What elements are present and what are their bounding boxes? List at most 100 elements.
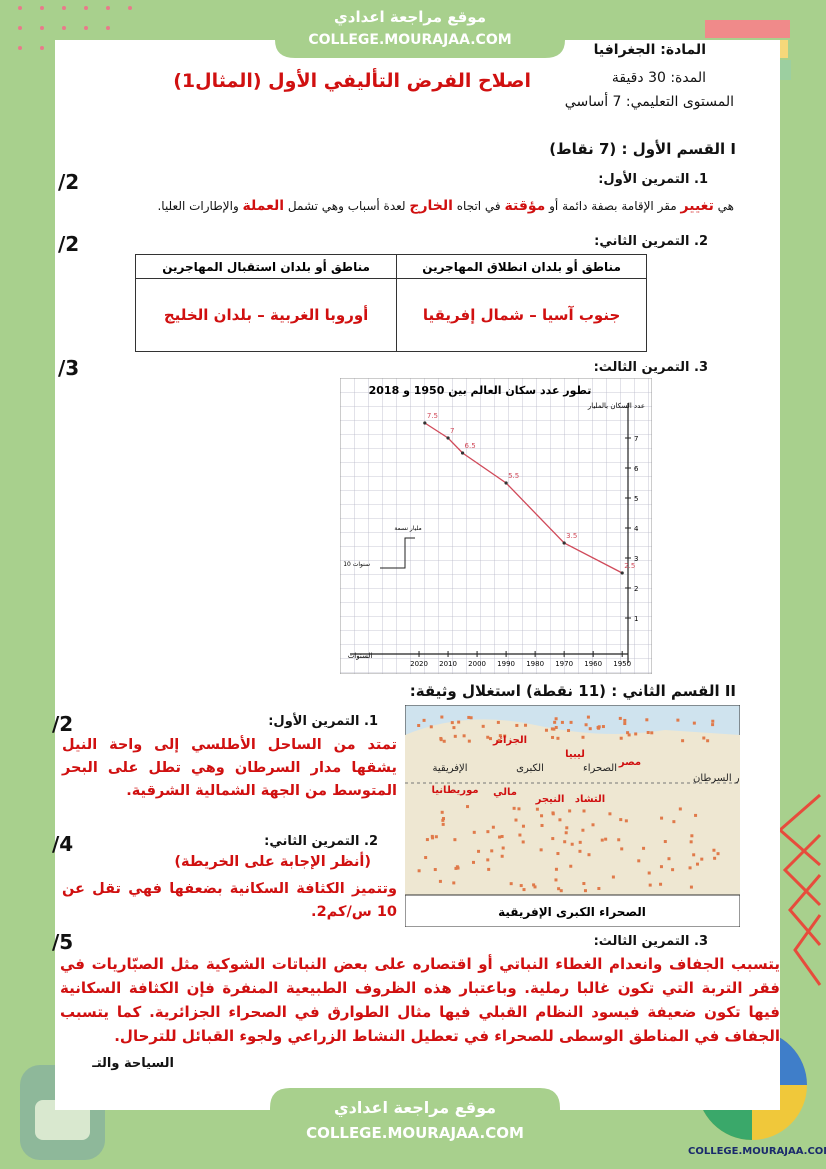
population-dot	[688, 866, 692, 870]
data-point	[460, 451, 465, 455]
population-dot	[515, 723, 519, 727]
answer-text: في اتجاه	[452, 199, 505, 213]
population-dot	[586, 715, 590, 719]
doc-title: اصلاح الفرض التأليفي الأول (المثال1)	[173, 70, 531, 92]
population-dot	[522, 888, 526, 892]
population-dot	[556, 736, 560, 740]
population-dot	[442, 739, 446, 743]
map-label: الصحراء	[583, 763, 617, 774]
population-dot	[713, 856, 717, 860]
y-tick-label: 5	[634, 495, 638, 503]
population-dot	[462, 734, 466, 738]
population-dot	[540, 823, 544, 827]
population-dot	[570, 842, 574, 846]
population-dot	[550, 727, 554, 731]
population-dot	[711, 723, 715, 727]
answer-text: مقر الإقامة بصفة دائمة أو	[545, 199, 681, 213]
data-point	[562, 541, 566, 545]
population-dot	[650, 731, 654, 735]
population-dot	[554, 878, 558, 882]
data-label: 7.5	[427, 412, 438, 420]
population-dot	[689, 885, 693, 889]
data-label: 2.5	[624, 562, 635, 570]
population-dot	[551, 837, 555, 841]
population-dot	[472, 830, 476, 834]
population-dot	[557, 887, 561, 891]
population-dot	[646, 731, 650, 735]
population-dot	[517, 807, 521, 811]
population-dot	[659, 882, 663, 886]
y-tick-label: 3	[634, 555, 638, 563]
x-tick-label: 2020	[410, 660, 428, 668]
population-dot	[544, 728, 548, 732]
population-dot	[500, 854, 504, 858]
population-dot	[514, 818, 518, 822]
level: المستوى التعليمي: 7 أساسي	[564, 94, 734, 110]
population-dot	[601, 725, 605, 729]
population-dot	[556, 852, 560, 856]
duration: المدة: 30 دقيقة	[611, 70, 706, 86]
population-dot	[681, 739, 685, 743]
population-dot	[565, 826, 569, 830]
population-dot	[551, 812, 555, 816]
population-dot	[618, 716, 622, 720]
population-dot	[486, 830, 490, 834]
chart: تطور عدد سكان العالم بين 1950 و 2018 عدد …	[340, 378, 652, 674]
population-dot	[672, 820, 676, 824]
population-dot	[702, 736, 706, 740]
population-dot	[716, 852, 720, 856]
population-dot	[591, 823, 595, 827]
x-tick-label: 2010	[439, 660, 457, 668]
answer: يتسبب الجفاف وانعدام الغطاء النباتي أو ا…	[60, 955, 780, 1045]
population-dot	[637, 859, 641, 863]
population-dot	[441, 822, 445, 826]
data-point	[423, 421, 427, 425]
population-dot	[604, 837, 608, 841]
exercise-label: 3. التمرين الثالث:	[593, 360, 708, 375]
population-dot	[498, 734, 502, 738]
scale-key	[380, 537, 415, 569]
population-dot	[452, 726, 456, 730]
exercise-label: 3. التمرين الثالث:	[593, 934, 708, 949]
score: /4	[52, 832, 74, 856]
population-dot	[559, 889, 563, 893]
population-dot	[567, 729, 571, 733]
population-dot	[700, 857, 704, 861]
data-point	[446, 436, 450, 440]
site-name: موقع مراجعة اعدادي	[333, 1098, 497, 1117]
population-dot	[553, 720, 557, 724]
section-heading: II القسم الثاني : (11 نقطة) استغلال وثيق…	[409, 682, 736, 700]
x-tick-label: 1970	[555, 660, 573, 668]
map-label: الكبرى	[516, 763, 544, 774]
population-dot	[490, 849, 494, 853]
y-axis-label: عدد السكان بالمليار	[587, 402, 645, 410]
population-dot	[438, 879, 442, 883]
population-dot	[453, 734, 457, 738]
population-dot	[712, 848, 716, 852]
map-label: الإفريقية	[433, 763, 468, 774]
population-dot	[469, 716, 473, 720]
score: /2	[58, 232, 80, 256]
map-label: مالي	[493, 787, 517, 798]
population-dot	[481, 724, 485, 728]
population-dot	[597, 887, 601, 891]
map-caption: الصحراء الكبرى الإفريقية	[498, 905, 646, 919]
map-label: الجزائر	[492, 735, 527, 746]
population-dot	[496, 720, 500, 724]
map-label: مصر	[618, 757, 641, 768]
data-point	[504, 481, 508, 485]
score: /3	[58, 356, 80, 380]
population-dot	[678, 807, 682, 811]
x-axis-label: السنوات	[348, 652, 373, 660]
population-dot	[617, 838, 621, 842]
population-dot	[627, 733, 631, 737]
population-dot	[647, 871, 651, 875]
x-tick-label: 1980	[526, 660, 544, 668]
population-dot	[441, 817, 445, 821]
population-dot	[695, 862, 699, 866]
answer: هي تغيير مقر الإقامة بصفة دائمة أو مؤقتة…	[157, 198, 734, 214]
data-point	[620, 571, 624, 575]
population-dot	[422, 718, 426, 722]
population-dot	[619, 736, 623, 740]
